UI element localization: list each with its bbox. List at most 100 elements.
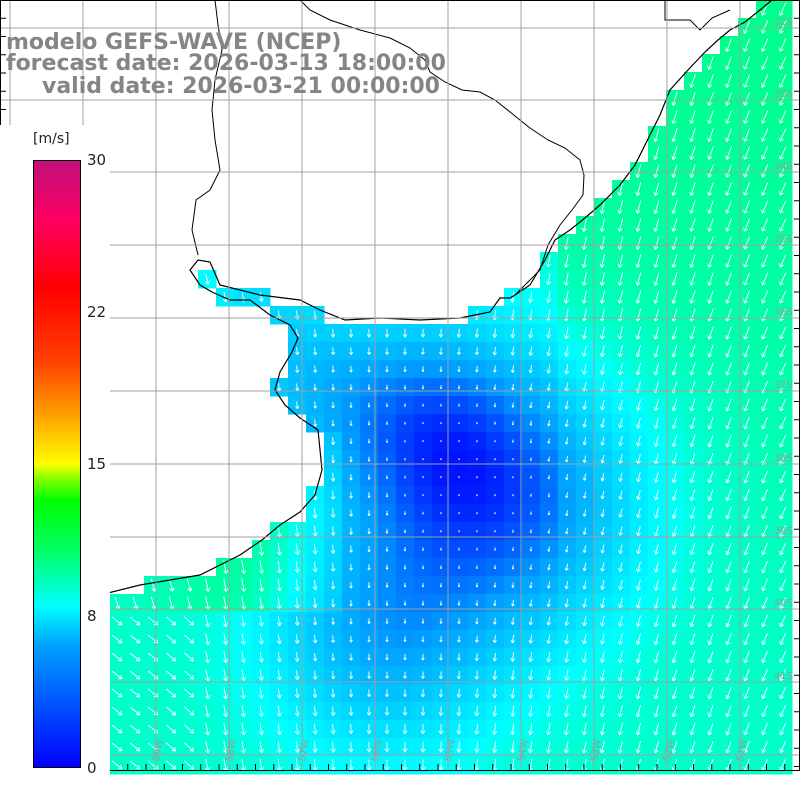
wind-arrow <box>258 633 264 645</box>
wind-arrow <box>422 476 424 479</box>
wind-arrow <box>492 346 497 356</box>
wind-arrow <box>385 654 389 661</box>
wind-arrow <box>205 740 211 754</box>
wind-arrow <box>653 615 660 628</box>
wind-arrow <box>313 347 318 355</box>
wind-arrow <box>294 723 300 735</box>
wind-arrow <box>617 182 624 197</box>
colorbar-gradient <box>33 160 81 768</box>
wind-arrow <box>617 686 623 700</box>
wind-arrow <box>779 74 787 88</box>
wind-arrow <box>617 326 623 340</box>
wind-arrow <box>671 722 678 736</box>
wind-arrow <box>512 475 514 479</box>
wind-arrow <box>779 633 787 646</box>
wind-arrow <box>563 272 569 286</box>
wind-arrow <box>618 436 624 447</box>
wind-arrow <box>563 740 569 754</box>
wind-arrow <box>671 110 678 125</box>
wind-arrow <box>276 597 282 610</box>
wind-arrow <box>223 651 229 664</box>
wind-arrow <box>385 439 389 443</box>
wind-arrow <box>458 457 460 461</box>
wind-arrow <box>276 723 282 735</box>
wind-arrow <box>600 454 605 464</box>
wind-arrow <box>761 669 768 682</box>
wind-arrow <box>330 706 336 716</box>
wind-arrow <box>205 704 211 718</box>
wind-arrow <box>618 526 623 536</box>
wind-arrow <box>761 633 768 646</box>
wind-arrow <box>689 579 696 592</box>
wind-arrow <box>635 651 642 664</box>
wind-arrow <box>129 652 141 662</box>
wind-arrow <box>725 686 732 700</box>
wind-arrow <box>671 597 678 610</box>
wind-arrow <box>240 723 247 736</box>
wind-arrow <box>546 669 552 681</box>
wind-arrow <box>617 651 623 664</box>
wind-arrow <box>402 328 408 338</box>
wind-arrow <box>457 366 461 373</box>
wind-arrow <box>635 200 642 214</box>
wind-arrow <box>743 723 750 736</box>
wind-arrow <box>385 421 389 425</box>
wind-arrow <box>653 561 660 573</box>
wind-arrow <box>403 582 407 588</box>
wind-arrow <box>761 20 769 34</box>
wind-arrow <box>294 561 300 573</box>
wind-arrow <box>779 56 787 70</box>
wind-arrow <box>166 724 177 734</box>
wind-arrow <box>565 528 569 535</box>
wind-arrow <box>240 741 247 754</box>
wind-arrow <box>779 110 787 124</box>
wind-arrow <box>475 635 479 643</box>
wind-arrow <box>421 636 425 642</box>
wind-arrow <box>457 600 461 606</box>
wind-arrow <box>600 615 606 627</box>
model-title: modelo GEFS-WAVE (NCEP) <box>6 30 342 55</box>
lon-label: 52W <box>662 738 677 762</box>
wind-arrow <box>581 290 587 304</box>
wind-arrow <box>671 489 678 501</box>
wind-arrow <box>528 327 534 339</box>
wind-arrow <box>494 493 496 497</box>
wind-arrow <box>367 510 371 517</box>
colorbar-tick-30: 30 <box>87 151 107 169</box>
wind-arrow <box>457 582 461 588</box>
wind-arrow <box>129 688 141 698</box>
wind-arrow <box>743 741 750 754</box>
wind-arrow <box>403 654 407 661</box>
wind-arrow <box>636 490 641 501</box>
wind-arrow <box>707 272 714 286</box>
wind-arrow <box>582 651 588 663</box>
wind-arrow <box>458 493 460 497</box>
wind-arrow <box>600 526 605 536</box>
wind-arrow <box>779 560 787 574</box>
wind-arrow <box>743 146 751 160</box>
wind-arrow <box>689 704 696 718</box>
wind-arrow <box>761 470 769 484</box>
wind-arrow <box>689 740 696 754</box>
wind-arrow <box>743 56 751 70</box>
wind-arrow <box>510 617 515 625</box>
wind-arrow <box>761 254 769 268</box>
wind-arrow <box>166 706 177 716</box>
wind-arrow <box>689 416 696 430</box>
wind-arrow <box>331 365 335 373</box>
wind-arrow <box>276 542 282 556</box>
wind-arrow <box>671 615 678 628</box>
wind-arrow <box>617 344 623 358</box>
wind-arrow <box>529 402 533 409</box>
wind-arrow <box>743 290 750 304</box>
wind-arrow <box>422 440 424 443</box>
wind-arrow <box>707 614 714 628</box>
wind-arrow <box>457 347 461 355</box>
wind-arrow <box>385 564 389 570</box>
wind-arrow <box>779 669 787 682</box>
wind-arrow <box>184 688 195 698</box>
wind-arrow <box>600 544 605 554</box>
wind-arrow <box>743 434 750 448</box>
wind-arrow <box>689 110 696 124</box>
wind-arrow <box>349 563 353 571</box>
